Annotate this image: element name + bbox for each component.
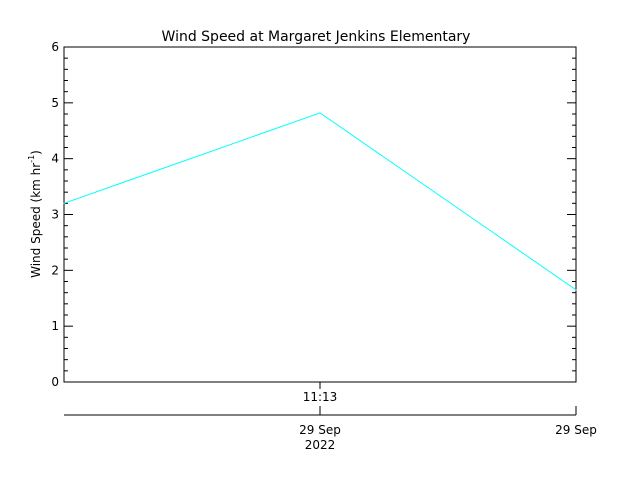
y-axis-label-main: Wind Speed (km hr — [29, 163, 43, 278]
x-date-year-label: 2022 — [305, 438, 336, 452]
y-tick-label: 5 — [51, 96, 59, 110]
series-line — [63, 112, 577, 291]
data-point — [575, 289, 577, 291]
data-point — [63, 202, 65, 204]
series-layer — [63, 112, 577, 291]
x-date-label-1: 29 Sep — [299, 423, 341, 437]
tick-marks — [64, 46, 576, 383]
x-date-label-2: 29 Sep — [555, 423, 597, 437]
x-time-label: 11:13 — [303, 390, 338, 404]
data-point — [319, 112, 321, 114]
y-tick-labels: 0 1 2 3 4 5 6 — [51, 40, 59, 389]
y-tick-label: 2 — [51, 263, 59, 277]
y-tick-label: 0 — [51, 375, 59, 389]
y-tick-label: 4 — [51, 152, 59, 166]
y-tick-label: 3 — [51, 208, 59, 222]
y-tick-label: 6 — [51, 40, 59, 54]
y-axis-label-superscript: -1 — [27, 155, 36, 163]
y-axis-label-suffix: ) — [29, 150, 43, 155]
y-axis-label: Wind Speed (km hr-1) — [27, 150, 43, 278]
y-tick-label: 1 — [51, 319, 59, 333]
plot-frame — [63, 46, 577, 383]
chart-title: Wind Speed at Margaret Jenkins Elementar… — [162, 29, 471, 45]
